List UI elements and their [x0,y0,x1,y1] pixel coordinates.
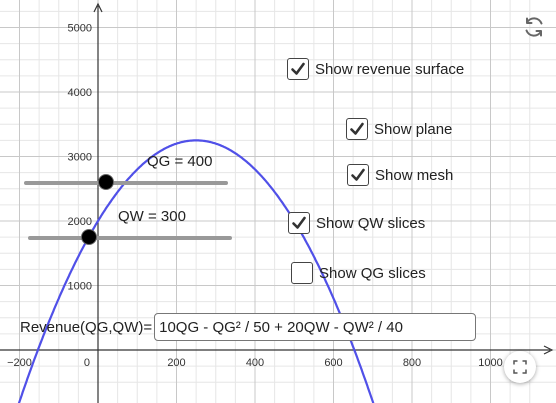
qw-slider-label: QW = 300 [118,208,186,225]
fullscreen-icon [513,360,527,374]
qw-slider[interactable] [28,229,232,246]
checkbox-box[interactable] [287,58,309,80]
function-input[interactable] [154,313,477,341]
qg-slider-track[interactable] [24,181,228,185]
function-label: Revenue(QG,QW)= [20,318,153,336]
show-qw-slices-checkbox[interactable]: Show QW slices [288,212,425,234]
qg-slider-label: QG = 400 [147,153,213,170]
checkbox-label: Show QW slices [316,214,426,232]
check-icon [350,122,364,135]
tick-labels: −200 200 400 600 800 1000 1000 2000 3000 4000 5000… [7,23,503,370]
check-icon [291,62,305,75]
show-qg-slices-checkbox[interactable]: Show QG slices [291,262,426,284]
checkbox-label: Show plane [374,120,453,138]
qw-slider-thumb[interactable] [81,229,98,245]
checkbox-box[interactable] [346,118,368,140]
checkbox-box[interactable] [291,262,313,284]
show-mesh-checkbox[interactable]: Show mesh [347,164,453,186]
x-tick-label: 800 [403,357,421,369]
checkbox-label: Show revenue surface [315,60,465,78]
y-tick-label: 2000 [68,216,92,228]
y-tick-label: 3000 [68,152,92,164]
refresh-icon[interactable] [521,14,547,40]
x-tick-label: −200 [7,357,32,369]
y-tick-label: 5000 [68,23,92,35]
checkbox-label: Show QG slices [319,264,426,282]
x-tick-label: 200 [167,357,185,369]
qw-slider-track[interactable] [28,236,232,240]
y-tick-label: 1000 [68,281,92,293]
qg-slider-thumb[interactable] [97,174,114,190]
y-tick-label: 4000 [68,87,92,99]
show-plane-checkbox[interactable]: Show plane [346,118,452,140]
x-tick-label: 400 [246,357,264,369]
checkbox-box[interactable] [288,212,310,234]
x-tick-label: 1000 [478,357,502,369]
x-tick-label: 600 [324,357,342,369]
function-definition: Revenue(QG,QW)= [20,313,477,341]
show-revenue-surface-checkbox[interactable]: Show revenue surface [287,58,464,80]
fullscreen-button[interactable] [504,351,536,383]
check-icon [292,216,306,229]
origin-label: 0 [84,357,90,369]
checkbox-label: Show mesh [375,166,454,184]
checkbox-box[interactable] [347,164,369,186]
qg-slider[interactable] [24,174,228,191]
revenue-curve[interactable] [8,139,452,403]
check-icon [351,168,365,181]
